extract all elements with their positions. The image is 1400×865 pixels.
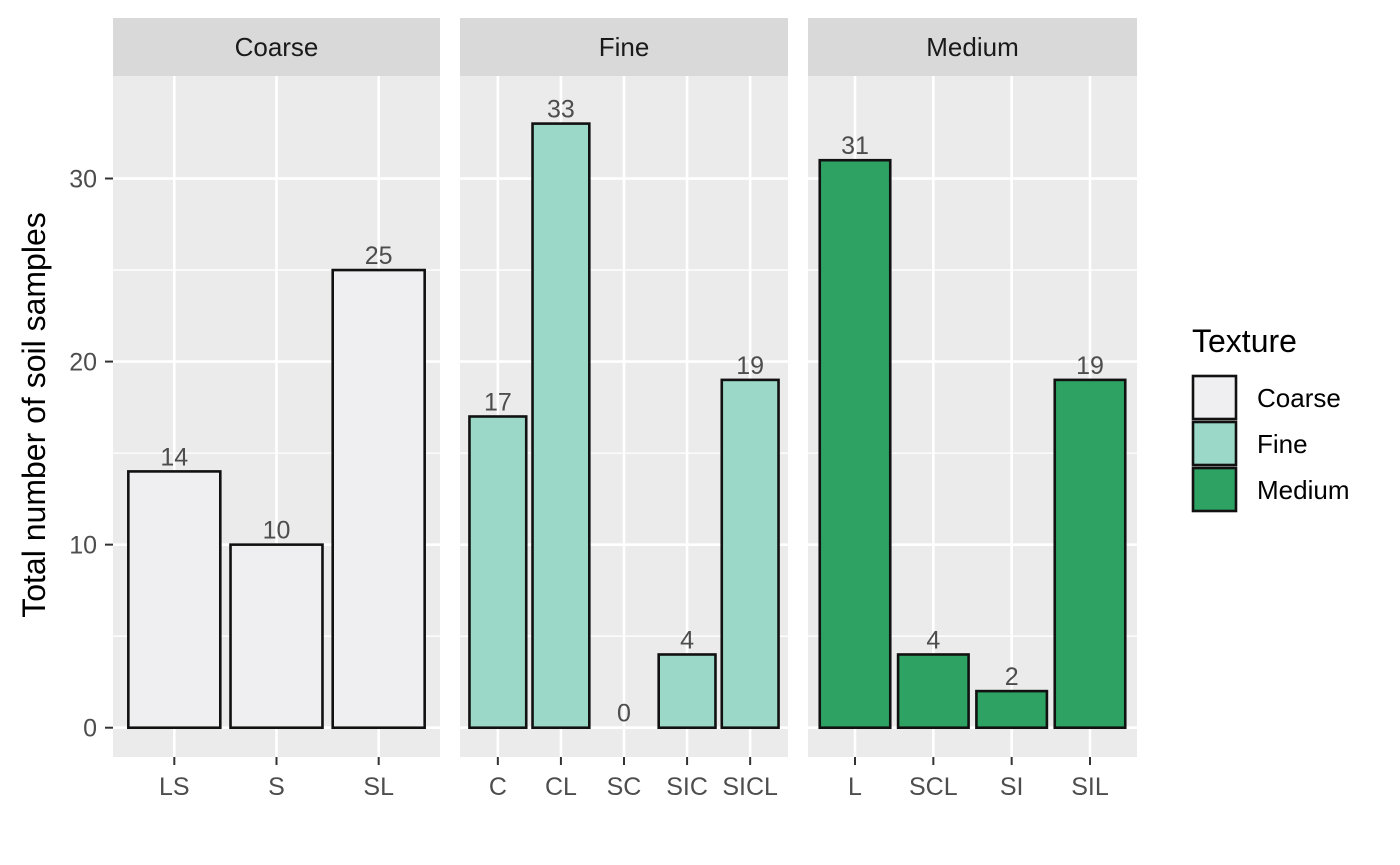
bar-value-label: 19 [736,352,764,380]
facet-strip-label: Medium [926,32,1018,62]
legend-key-medium [1191,466,1238,513]
bar-value-label: 31 [841,132,869,160]
facet-strip-label: Fine [599,32,650,62]
legend-title: Texture [1192,323,1297,359]
bar-l [818,158,892,730]
y-axis-title: Total number of soil samples [16,212,52,618]
facet-strip-label: Coarse [235,32,319,62]
x-tick-label: SICL [722,773,778,801]
x-tick-label: SIL [1071,773,1109,801]
bar-ls [127,470,222,730]
bar-sl [331,268,426,730]
x-tick-label: SCL [909,773,958,801]
bar-sic [657,653,717,730]
y-tick-label: 0 [83,715,97,743]
bar-c [468,415,528,730]
bar-sil [1053,378,1127,730]
bar-value-label: 14 [160,443,188,471]
legend-key-coarse [1191,374,1238,421]
chart-panels: Coarse14LS10S25SLFine17C33CL0SC4SIC19SIC… [113,18,1137,801]
bar-value-label: 17 [484,389,512,417]
facet-fine: Fine 17 C 33 CL 0 SC 4 SIC 19 SICL [460,18,788,801]
y-tick-label: 10 [69,532,97,560]
x-tick-label: L [848,773,862,801]
x-tick-label: SI [1000,773,1024,801]
bar-value-label: 4 [680,626,694,654]
bar-scl [896,653,970,730]
x-tick-label: S [268,773,285,801]
facet-coarse: Coarse 14 LS 10 S 25 SL [113,18,440,801]
bar-value-label: 33 [547,96,575,124]
facet-strip [808,18,1137,76]
y-tick-label: 20 [69,349,97,377]
x-tick-label: CL [545,773,577,801]
legend-label-fine: Fine [1257,429,1308,459]
bar-value-label: 2 [1005,663,1019,691]
y-axis: 0 10 20 30 [69,166,113,743]
x-tick-label: LS [159,773,190,801]
bar-value-label: 0 [617,700,631,728]
bar-value-label: 25 [365,242,393,270]
bar-si [975,689,1049,730]
bar-value-label: 4 [926,626,940,654]
bar-s [229,543,324,730]
bar-cl [531,122,591,730]
y-tick-label: 30 [69,166,97,194]
legend-label-medium: Medium [1257,475,1349,505]
x-tick-label: C [489,773,507,801]
legend-key-fine [1191,420,1238,467]
facet-strip [113,18,440,76]
bar-value-label: 10 [263,517,291,545]
facet-strip [460,18,788,76]
facet-medium: Medium 31 L 4 SCL 2 SI 19 SIL [808,18,1137,801]
x-tick-label: SIC [666,773,708,801]
bar-value-label: 19 [1076,352,1104,380]
legend-items: Coarse Fine Medium [1191,374,1349,513]
legend-label-coarse: Coarse [1257,383,1341,413]
bar-sicl [720,378,780,730]
legend: Texture Coarse Fine Medium [1191,323,1349,513]
x-tick-label: SC [607,773,642,801]
x-tick-label: SL [363,773,394,801]
